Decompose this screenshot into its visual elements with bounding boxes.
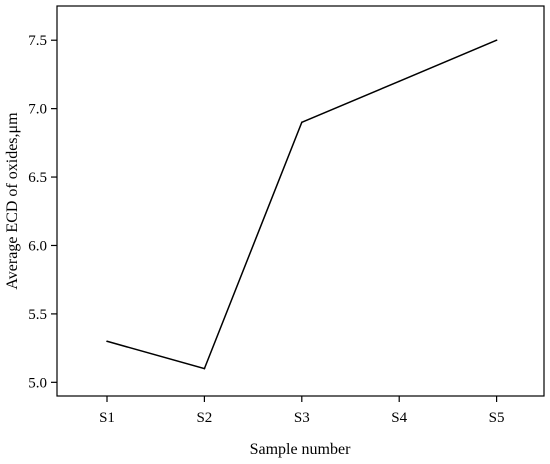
y-tick-label: 5.5 [28,307,47,323]
x-tick-label: S1 [99,410,115,426]
data-point [495,39,498,42]
y-tick-label: 7.5 [28,33,47,49]
data-point [398,80,401,83]
data-point [301,121,303,124]
y-tick-label: 5.0 [28,375,47,391]
data-point [203,367,206,370]
y-tick-label: 6.0 [28,238,47,254]
y-tick-label: 6.5 [28,170,47,186]
series-line [106,39,497,370]
x-axis: S1 S2 S3 S4 S5 [99,396,505,426]
series-group [106,39,498,370]
x-axis-title: Sample number [250,441,352,458]
x-tick-label: S4 [391,410,407,426]
y-axis-title: Average ECD of oxides,μm [4,112,21,290]
plot-frame [56,5,545,397]
x-tick-label: S2 [196,410,212,426]
x-tick-label: S3 [294,410,310,426]
x-tick-label: S5 [489,410,505,426]
y-tick-label: 7.0 [28,102,47,118]
y-axis: 5.0 5.5 6.0 6.5 7.0 7.5 [28,33,57,391]
data-point [106,340,108,343]
